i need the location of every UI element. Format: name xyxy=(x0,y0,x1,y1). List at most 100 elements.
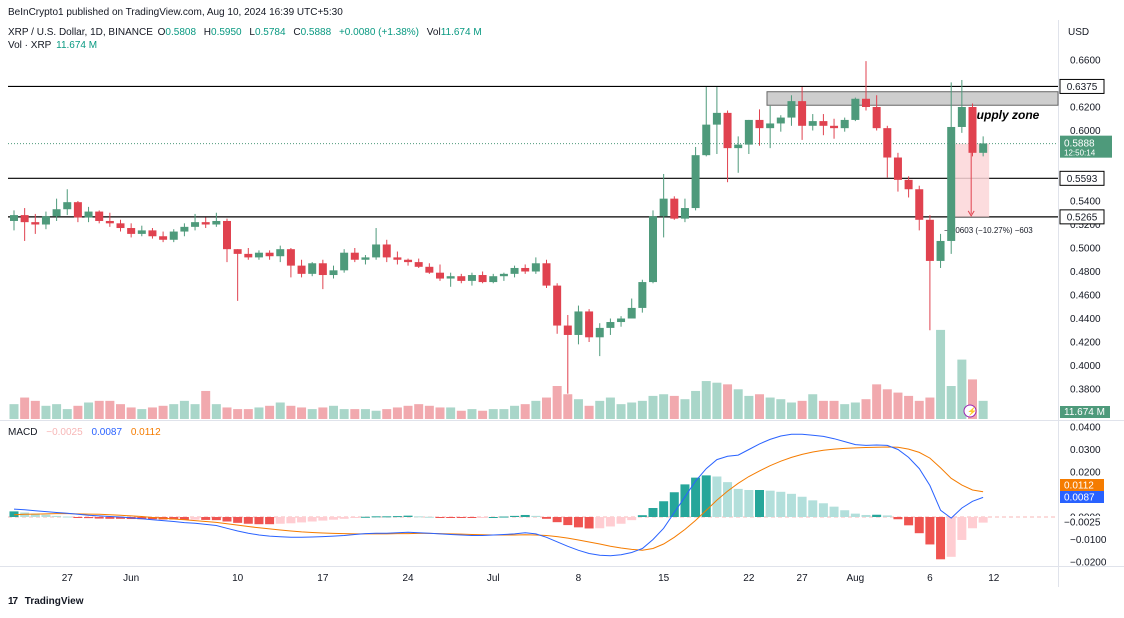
macd-histogram-bar xyxy=(648,508,658,517)
volume-bar xyxy=(605,397,615,419)
candle-body xyxy=(691,155,700,209)
macd-histogram-bar xyxy=(360,516,370,518)
macd-histogram-bar xyxy=(669,492,679,517)
candle-body xyxy=(947,126,956,241)
measure-label: −0.0603 (−10.27%) −603 xyxy=(944,226,1033,235)
macd-histogram-bar xyxy=(850,513,860,517)
macd-histogram-bar xyxy=(797,496,807,517)
volume-bar xyxy=(797,400,807,419)
macd-histogram-bar xyxy=(936,517,946,560)
supply-zone-box xyxy=(766,91,1059,106)
candle-body xyxy=(105,220,114,224)
volume-bar xyxy=(701,381,711,419)
currency-label[interactable]: USD xyxy=(1068,27,1090,38)
macd-value-tag-text: −0.0025 xyxy=(1064,518,1101,529)
candle-body xyxy=(350,252,359,260)
macd-histogram-bar xyxy=(329,517,338,520)
macd-label[interactable]: MACD xyxy=(8,427,38,438)
macd-histogram-bar xyxy=(552,517,562,523)
candle-body xyxy=(212,220,221,225)
horizontal-level-tag-text: 0.6375 xyxy=(1067,82,1098,93)
candle-body xyxy=(627,307,636,319)
candle-body xyxy=(84,211,93,218)
volume-bar xyxy=(499,409,509,419)
macd-histogram-bar xyxy=(424,516,434,518)
candle-body xyxy=(712,112,721,125)
macd-tick-label: −0.0200 xyxy=(1070,558,1107,569)
close-value: 0.5888 xyxy=(300,27,332,38)
price-tick-label: 0.4000 xyxy=(1070,361,1101,372)
volume-bar xyxy=(914,400,924,419)
time-tick-label: Jun xyxy=(123,573,139,584)
symbol-title[interactable]: XRP / U.S. Dollar, 1D, BINANCE xyxy=(8,27,153,38)
macd-histogram-bar xyxy=(946,517,956,557)
macd-histogram-bar xyxy=(41,514,51,517)
macd-histogram-bar xyxy=(446,517,456,518)
candle-body xyxy=(201,222,210,225)
price-tick-label: 0.5000 xyxy=(1070,244,1101,255)
candle-body xyxy=(595,327,604,338)
macd-histogram-bar xyxy=(914,517,924,534)
volume-bar xyxy=(382,409,392,419)
volume-bar xyxy=(595,400,605,419)
time-tick-label: 6 xyxy=(927,573,933,584)
volume-bar xyxy=(840,404,850,419)
macd-histogram-bar xyxy=(925,517,935,545)
tradingview-logo[interactable]: 17 TradingView xyxy=(8,596,84,607)
volume-bar xyxy=(488,409,498,419)
macd-value-tag xyxy=(1060,516,1104,528)
macd-histogram-bar xyxy=(968,517,977,529)
candle-body xyxy=(467,275,476,281)
volume-bar xyxy=(563,394,573,419)
volume-bar xyxy=(9,404,19,419)
volume-bar xyxy=(126,407,136,419)
candle-body xyxy=(436,272,444,279)
candle-body xyxy=(127,228,136,234)
macd-histogram-bar xyxy=(818,503,828,517)
volume-bar xyxy=(350,409,360,419)
horizontal-level-tag-text: 0.5265 xyxy=(1067,212,1098,223)
macd-histogram-bar xyxy=(318,517,328,521)
volume-bar xyxy=(30,400,40,419)
macd-histogram-bar xyxy=(73,517,83,518)
volume-series-label[interactable]: Vol · XRP xyxy=(8,40,52,51)
candle-body xyxy=(766,123,775,129)
macd-histogram-bar xyxy=(595,517,605,529)
macd-histogram-bar xyxy=(435,517,445,518)
macd-tick-label: 0.0300 xyxy=(1070,445,1101,456)
macd-value-tag-text: 0.0087 xyxy=(1064,493,1095,504)
price-tick-label: 0.4600 xyxy=(1070,291,1101,302)
candle-body xyxy=(957,107,966,127)
candle-body xyxy=(159,236,168,240)
countdown-text: 12:50:14 xyxy=(1064,149,1096,158)
macd-tick-label: −0.0100 xyxy=(1070,535,1107,546)
volume-bar xyxy=(978,400,988,419)
volume-bar xyxy=(190,404,200,419)
macd-signal-value: 0.0112 xyxy=(130,427,161,438)
macd-histogram-bar xyxy=(605,517,615,527)
candle-body xyxy=(510,267,519,274)
macd-histogram-bar xyxy=(978,517,988,523)
macd-histogram-bar xyxy=(94,517,104,519)
macd-histogram-bar xyxy=(840,510,850,517)
volume-bar xyxy=(41,405,51,419)
macd-histogram-value: −0.0025 xyxy=(46,427,83,438)
candle-body xyxy=(276,249,285,257)
macd-histogram-bar xyxy=(701,475,711,517)
volume-bar xyxy=(510,405,520,419)
horizontal-level-tag xyxy=(1059,170,1105,186)
open-label: O xyxy=(157,27,166,38)
volume-bar xyxy=(786,402,796,419)
macd-value-tag-text: 0.0112 xyxy=(1064,481,1094,492)
volume-bar xyxy=(179,400,189,419)
supply-zone-label: supply zone xyxy=(970,108,1040,122)
volume-bar xyxy=(712,382,722,419)
high-label: H xyxy=(203,27,212,38)
macd-histogram-bar xyxy=(893,517,903,520)
volume-bar xyxy=(723,384,733,419)
candle-body xyxy=(830,125,839,129)
high-value: 0.5950 xyxy=(211,27,242,38)
volume-bar xyxy=(20,397,30,419)
macd-histogram-bar xyxy=(488,517,498,518)
